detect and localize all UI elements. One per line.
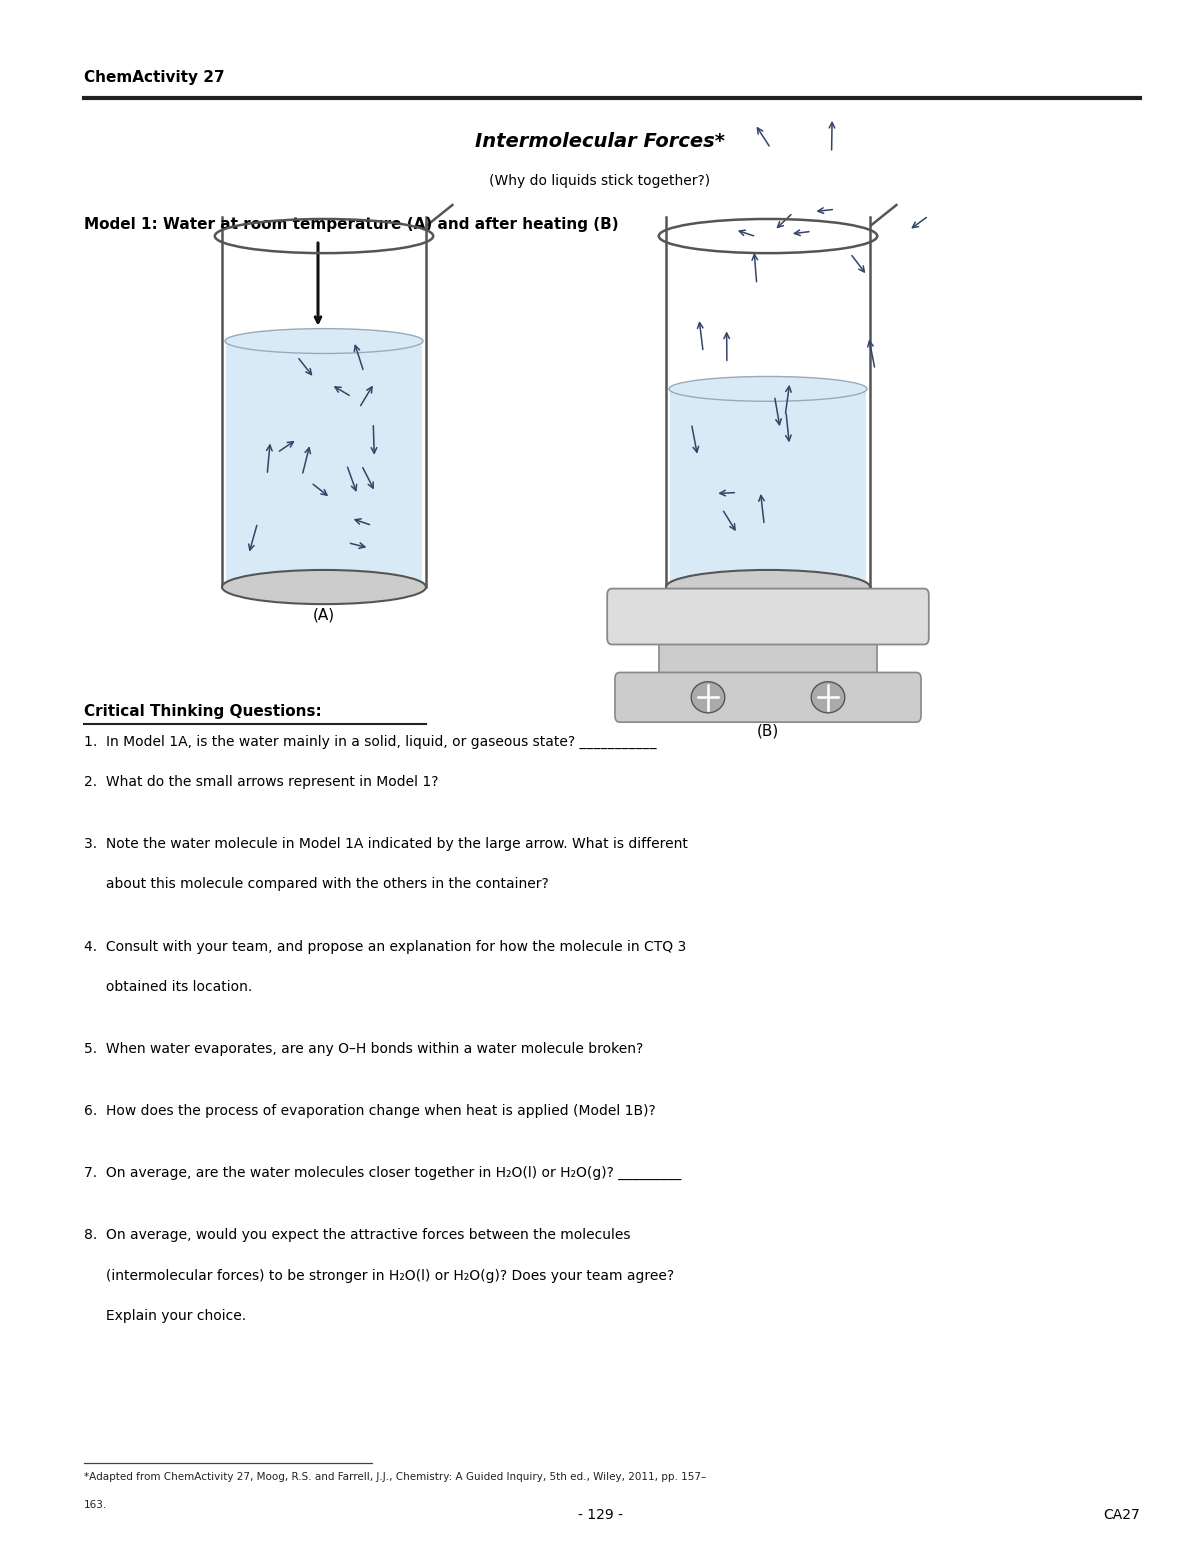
Ellipse shape	[670, 376, 866, 401]
Bar	[670, 385, 866, 584]
Text: (B): (B)	[757, 724, 779, 739]
Text: (Why do liquids stick together?): (Why do liquids stick together?)	[490, 174, 710, 188]
Text: obtained its location.: obtained its location.	[84, 980, 252, 994]
Bar	[226, 339, 422, 584]
Text: 8.  On average, would you expect the attractive forces between the molecules: 8. On average, would you expect the attr…	[84, 1228, 630, 1242]
FancyBboxPatch shape	[607, 589, 929, 644]
Text: Intermolecular Forces*: Intermolecular Forces*	[475, 132, 725, 151]
Text: 2.  What do the small arrows represent in Model 1?: 2. What do the small arrows represent in…	[84, 775, 438, 789]
Text: 163.: 163.	[84, 1500, 107, 1510]
Ellipse shape	[226, 329, 424, 354]
Text: ChemActivity 27: ChemActivity 27	[84, 70, 224, 85]
Text: - 129 -: - 129 -	[577, 1508, 623, 1522]
Text: CA27: CA27	[1103, 1508, 1140, 1522]
Text: about this molecule compared with the others in the container?: about this molecule compared with the ot…	[84, 877, 548, 891]
Ellipse shape	[691, 682, 725, 713]
Text: 3.  Note the water molecule in Model 1A indicated by the large arrow. What is di: 3. Note the water molecule in Model 1A i…	[84, 837, 688, 851]
Text: (intermolecular forces) to be stronger in H₂O(l) or H₂O(g)? Does your team agree: (intermolecular forces) to be stronger i…	[84, 1269, 674, 1283]
Text: 4.  Consult with your team, and propose an explanation for how the molecule in C: 4. Consult with your team, and propose a…	[84, 940, 686, 954]
Bar	[659, 635, 877, 685]
Text: (A): (A)	[313, 607, 335, 623]
Text: Critical Thinking Questions:: Critical Thinking Questions:	[84, 704, 322, 719]
Text: 6.  How does the process of evaporation change when heat is applied (Model 1B)?: 6. How does the process of evaporation c…	[84, 1104, 655, 1118]
Text: *Adapted from ChemActivity 27, Moog, R.S. and Farrell, J.J., Chemistry: A Guided: *Adapted from ChemActivity 27, Moog, R.S…	[84, 1472, 707, 1482]
Text: 1.  In Model 1A, is the water mainly in a solid, liquid, or gaseous state? _____: 1. In Model 1A, is the water mainly in a…	[84, 735, 656, 749]
Ellipse shape	[811, 682, 845, 713]
Text: Model 1: Water at room temperature (A) and after heating (B): Model 1: Water at room temperature (A) a…	[84, 217, 619, 233]
Ellipse shape	[222, 570, 426, 604]
Text: Explain your choice.: Explain your choice.	[84, 1309, 246, 1323]
Ellipse shape	[666, 570, 870, 604]
FancyBboxPatch shape	[616, 672, 922, 722]
Text: 5.  When water evaporates, are any O–H bonds within a water molecule broken?: 5. When water evaporates, are any O–H bo…	[84, 1042, 643, 1056]
Text: 7.  On average, are the water molecules closer together in H₂O(l) or H₂O(g)? ___: 7. On average, are the water molecules c…	[84, 1166, 682, 1180]
